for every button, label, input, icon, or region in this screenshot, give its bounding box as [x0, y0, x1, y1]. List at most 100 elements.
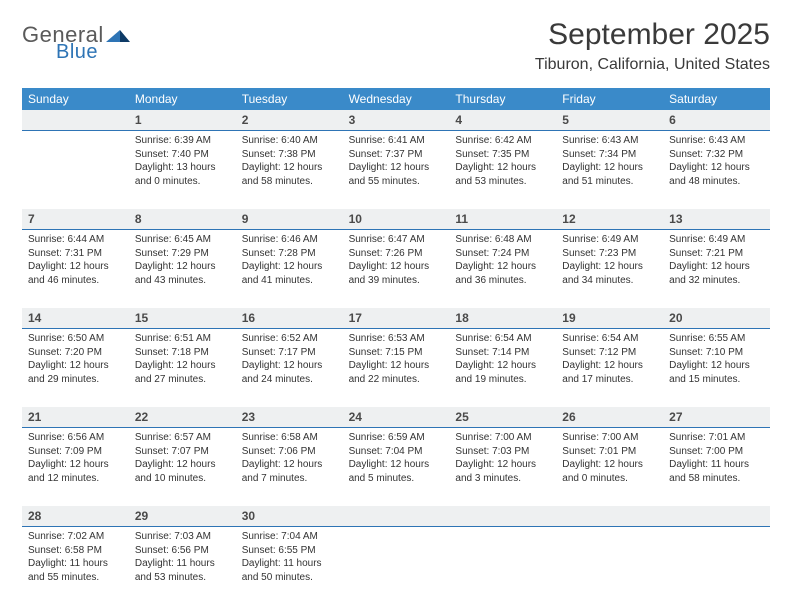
week-row: Sunrise: 6:39 AMSunset: 7:40 PMDaylight:… — [22, 131, 770, 209]
day-cell: Sunrise: 6:50 AMSunset: 7:20 PMDaylight:… — [22, 329, 129, 407]
day-cell: Sunrise: 7:04 AMSunset: 6:55 PMDaylight:… — [236, 527, 343, 605]
daylight-text: Daylight: 11 hours and 53 minutes. — [135, 557, 230, 584]
day-number: 19 — [556, 308, 663, 328]
day-number: 18 — [449, 308, 556, 328]
daylight-text: Daylight: 12 hours and 36 minutes. — [455, 260, 550, 287]
daylight-text: Daylight: 12 hours and 0 minutes. — [562, 458, 657, 485]
sunset-text: Sunset: 7:04 PM — [349, 445, 444, 459]
daylight-text: Daylight: 12 hours and 3 minutes. — [455, 458, 550, 485]
day-cell: Sunrise: 7:02 AMSunset: 6:58 PMDaylight:… — [22, 527, 129, 605]
week-row: Sunrise: 6:50 AMSunset: 7:20 PMDaylight:… — [22, 329, 770, 407]
sunrise-text: Sunrise: 6:50 AM — [28, 332, 123, 346]
sunrise-text: Sunrise: 6:41 AM — [349, 134, 444, 148]
sunrise-text: Sunrise: 6:54 AM — [455, 332, 550, 346]
sunset-text: Sunset: 7:40 PM — [135, 148, 230, 162]
sunrise-text: Sunrise: 6:44 AM — [28, 233, 123, 247]
day-cell: Sunrise: 6:45 AMSunset: 7:29 PMDaylight:… — [129, 230, 236, 308]
day-number: 1 — [129, 110, 236, 130]
day-cell — [663, 527, 770, 605]
daylight-text: Daylight: 12 hours and 15 minutes. — [669, 359, 764, 386]
day-cell: Sunrise: 6:55 AMSunset: 7:10 PMDaylight:… — [663, 329, 770, 407]
day-cell: Sunrise: 6:52 AMSunset: 7:17 PMDaylight:… — [236, 329, 343, 407]
day-number: 23 — [236, 407, 343, 427]
sunrise-text: Sunrise: 6:52 AM — [242, 332, 337, 346]
sunset-text: Sunset: 7:17 PM — [242, 346, 337, 360]
day-header: Friday — [556, 88, 663, 110]
daylight-text: Daylight: 12 hours and 19 minutes. — [455, 359, 550, 386]
sunset-text: Sunset: 7:37 PM — [349, 148, 444, 162]
daylight-text: Daylight: 12 hours and 22 minutes. — [349, 359, 444, 386]
day-cell: Sunrise: 7:00 AMSunset: 7:03 PMDaylight:… — [449, 428, 556, 506]
day-number: 4 — [449, 110, 556, 130]
day-cell: Sunrise: 7:00 AMSunset: 7:01 PMDaylight:… — [556, 428, 663, 506]
day-cell: Sunrise: 6:48 AMSunset: 7:24 PMDaylight:… — [449, 230, 556, 308]
sunrise-text: Sunrise: 7:00 AM — [455, 431, 550, 445]
day-header: Thursday — [449, 88, 556, 110]
day-cell: Sunrise: 6:59 AMSunset: 7:04 PMDaylight:… — [343, 428, 450, 506]
day-cell: Sunrise: 6:42 AMSunset: 7:35 PMDaylight:… — [449, 131, 556, 209]
sunset-text: Sunset: 7:31 PM — [28, 247, 123, 261]
daylight-text: Daylight: 12 hours and 39 minutes. — [349, 260, 444, 287]
day-number: 16 — [236, 308, 343, 328]
day-number: 29 — [129, 506, 236, 526]
week-row: Sunrise: 6:56 AMSunset: 7:09 PMDaylight:… — [22, 428, 770, 506]
day-cell: Sunrise: 6:46 AMSunset: 7:28 PMDaylight:… — [236, 230, 343, 308]
day-number: 30 — [236, 506, 343, 526]
logo: General Blue — [22, 24, 130, 62]
daylight-text: Daylight: 12 hours and 12 minutes. — [28, 458, 123, 485]
page-title: September 2025 — [535, 18, 770, 52]
sunset-text: Sunset: 7:18 PM — [135, 346, 230, 360]
day-number: 3 — [343, 110, 450, 130]
sunrise-text: Sunrise: 6:49 AM — [562, 233, 657, 247]
day-cell — [22, 131, 129, 209]
day-header: Sunday — [22, 88, 129, 110]
sunrise-text: Sunrise: 6:45 AM — [135, 233, 230, 247]
sunset-text: Sunset: 7:35 PM — [455, 148, 550, 162]
day-number: 15 — [129, 308, 236, 328]
sunset-text: Sunset: 7:00 PM — [669, 445, 764, 459]
sunset-text: Sunset: 7:14 PM — [455, 346, 550, 360]
sunset-text: Sunset: 7:34 PM — [562, 148, 657, 162]
day-cell: Sunrise: 6:43 AMSunset: 7:32 PMDaylight:… — [663, 131, 770, 209]
day-number: 17 — [343, 308, 450, 328]
sunset-text: Sunset: 7:24 PM — [455, 247, 550, 261]
day-number: 13 — [663, 209, 770, 229]
header: General Blue September 2025 Tiburon, Cal… — [22, 18, 770, 74]
sunrise-text: Sunrise: 6:56 AM — [28, 431, 123, 445]
day-number — [22, 110, 129, 130]
daylight-text: Daylight: 11 hours and 50 minutes. — [242, 557, 337, 584]
day-header: Saturday — [663, 88, 770, 110]
day-cell — [343, 527, 450, 605]
day-number: 20 — [663, 308, 770, 328]
sunset-text: Sunset: 7:26 PM — [349, 247, 444, 261]
sunrise-text: Sunrise: 6:43 AM — [562, 134, 657, 148]
day-number: 2 — [236, 110, 343, 130]
logo-text-blue: Blue — [56, 42, 130, 62]
day-number: 11 — [449, 209, 556, 229]
day-number: 14 — [22, 308, 129, 328]
day-number: 8 — [129, 209, 236, 229]
day-cell: Sunrise: 6:49 AMSunset: 7:21 PMDaylight:… — [663, 230, 770, 308]
sunrise-text: Sunrise: 6:40 AM — [242, 134, 337, 148]
day-cell: Sunrise: 6:57 AMSunset: 7:07 PMDaylight:… — [129, 428, 236, 506]
day-number — [343, 506, 450, 526]
sunrise-text: Sunrise: 7:02 AM — [28, 530, 123, 544]
sunrise-text: Sunrise: 6:55 AM — [669, 332, 764, 346]
day-number: 12 — [556, 209, 663, 229]
day-header: Monday — [129, 88, 236, 110]
daylight-text: Daylight: 12 hours and 10 minutes. — [135, 458, 230, 485]
sunrise-text: Sunrise: 6:42 AM — [455, 134, 550, 148]
day-number: 22 — [129, 407, 236, 427]
day-number: 24 — [343, 407, 450, 427]
daylight-text: Daylight: 11 hours and 58 minutes. — [669, 458, 764, 485]
sunrise-text: Sunrise: 6:57 AM — [135, 431, 230, 445]
sunrise-text: Sunrise: 6:47 AM — [349, 233, 444, 247]
day-cell: Sunrise: 6:39 AMSunset: 7:40 PMDaylight:… — [129, 131, 236, 209]
day-header: Tuesday — [236, 88, 343, 110]
day-number: 6 — [663, 110, 770, 130]
daylight-text: Daylight: 12 hours and 48 minutes. — [669, 161, 764, 188]
day-number: 7 — [22, 209, 129, 229]
day-header-row: SundayMondayTuesdayWednesdayThursdayFrid… — [22, 88, 770, 110]
sunset-text: Sunset: 7:28 PM — [242, 247, 337, 261]
sunset-text: Sunset: 7:10 PM — [669, 346, 764, 360]
